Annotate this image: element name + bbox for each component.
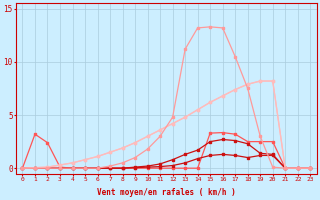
- X-axis label: Vent moyen/en rafales ( km/h ): Vent moyen/en rafales ( km/h ): [97, 188, 236, 197]
